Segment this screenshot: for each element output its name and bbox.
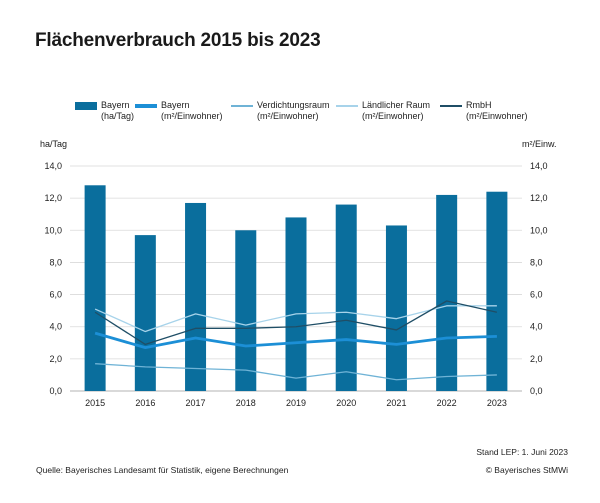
y-tick-right: 12,0: [530, 193, 548, 203]
bar-2016: [134, 235, 156, 391]
y-tick-left: 10,0: [44, 225, 62, 235]
line-series-0: [94, 331, 497, 350]
y-tick-right: 10,0: [530, 225, 548, 235]
bar-2018: [235, 230, 257, 391]
line-series-group: [94, 300, 498, 381]
legend-label-bayern-bar-line1: Bayern: [101, 100, 130, 110]
bar-2022: [436, 194, 458, 391]
bar-2021: [385, 225, 407, 391]
x-tick-2023: 2023: [487, 398, 507, 408]
chart-title: Flächenverbrauch 2015 bis 2023: [35, 30, 321, 51]
x-tick-2022: 2022: [437, 398, 457, 408]
y-axis-left-ticks: 0,0 2,0 4,0 6,0 8,0 10,0 12,0 14,0: [44, 161, 62, 396]
x-tick-2018: 2018: [236, 398, 256, 408]
x-tick-2017: 2017: [186, 398, 206, 408]
y-tick-right: 6,0: [530, 290, 543, 300]
legend-swatch-rmbh: [440, 105, 462, 107]
x-axis-ticks: 2015 2016 2017 2018 2019 2020 2021 2022 2023: [85, 398, 507, 408]
x-tick-2021: 2021: [386, 398, 406, 408]
copyright-note: © Bayerisches StMWi: [485, 465, 568, 475]
bar-2015: [84, 185, 106, 391]
y-axis-right-ticks: 0,0 2,0 4,0 6,0 8,0 10,0 12,0 14,0: [530, 161, 548, 396]
x-tick-2016: 2016: [135, 398, 155, 408]
bar-series: [84, 185, 508, 391]
bar-2020: [335, 204, 357, 391]
legend-label-bayern-line-line2: (m²/Einwohner): [161, 111, 223, 121]
bar-2019: [285, 217, 307, 391]
legend-swatch-laendlicher-raum: [336, 105, 358, 107]
y-tick-left: 2,0: [49, 354, 62, 364]
legend-label-verdichtungsraum-line2: (m²/Einwohner): [257, 111, 319, 121]
legend-label-laendlicher-raum-line2: (m²/Einwohner): [362, 111, 424, 121]
y-tick-right: 2,0: [530, 354, 543, 364]
legend-label-rmbh-line2: (m²/Einwohner): [466, 111, 528, 121]
y-tick-right: 14,0: [530, 161, 548, 171]
legend-swatch-bayern-line: [135, 104, 157, 108]
y-tick-right: 8,0: [530, 257, 543, 267]
y-axis-right-unit: m²/Einw.: [522, 139, 557, 149]
legend-swatch-bayern-bar: [75, 102, 97, 110]
legend-swatch-verdichtungsraum: [231, 105, 253, 107]
stand-note: Stand LEP: 1. Juni 2023: [476, 447, 568, 457]
y-tick-left: 6,0: [49, 290, 62, 300]
y-tick-left: 12,0: [44, 193, 62, 203]
bar-2023: [486, 191, 508, 391]
y-tick-left: 8,0: [49, 257, 62, 267]
legend-label-laendlicher-raum-line1: Ländlicher Raum: [362, 100, 431, 110]
x-tick-2019: 2019: [286, 398, 306, 408]
y-tick-right: 4,0: [530, 322, 543, 332]
line-series-1: [95, 363, 497, 381]
legend-label-bayern-line-line1: Bayern: [161, 100, 190, 110]
source-note: Quelle: Bayerisches Landesamt für Statis…: [36, 465, 289, 475]
legend-label-rmbh-line1: RmbH: [466, 100, 492, 110]
y-tick-left: 0,0: [49, 386, 62, 396]
x-tick-2020: 2020: [336, 398, 356, 408]
legend: Bayern (ha/Tag) Bayern (m²/Einwohner) Ve…: [0, 100, 600, 130]
bar-2017: [185, 202, 207, 391]
y-tick-left: 4,0: [49, 322, 62, 332]
y-tick-left: 14,0: [44, 161, 62, 171]
x-tick-2015: 2015: [85, 398, 105, 408]
legend-label-verdichtungsraum-line1: Verdichtungsraum: [257, 100, 330, 110]
legend-label-bayern-bar-line2: (ha/Tag): [101, 111, 135, 121]
y-tick-right: 0,0: [530, 386, 543, 396]
y-axis-left-unit: ha/Tag: [40, 139, 68, 149]
line-series-3: [94, 300, 498, 346]
